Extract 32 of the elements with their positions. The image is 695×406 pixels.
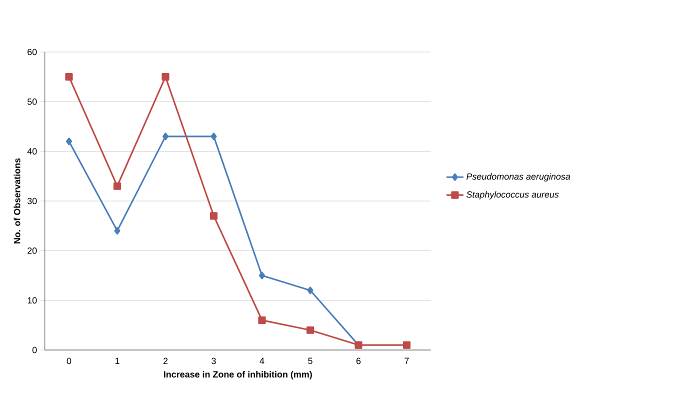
point	[210, 132, 217, 140]
point	[258, 316, 266, 324]
y-tick-label: 30	[27, 198, 37, 204]
point	[162, 73, 170, 81]
x-tick-label: 7	[404, 358, 409, 364]
y-tick-label: 50	[27, 98, 37, 105]
point	[258, 272, 266, 280]
legend-label: Staphylococcus aureus	[466, 191, 559, 200]
point	[210, 212, 218, 220]
y-tick-label: 40	[27, 148, 37, 155]
point	[306, 326, 314, 334]
y-tick-label: 10	[28, 297, 37, 304]
x-tick-label: 0	[66, 358, 72, 364]
point	[162, 132, 169, 140]
point	[65, 73, 73, 81]
point	[66, 138, 72, 146]
point	[113, 182, 122, 190]
point	[402, 341, 411, 349]
point	[114, 227, 120, 235]
y-tick-label: 20	[28, 247, 37, 254]
y-tick-label: 60	[28, 48, 37, 56]
x-axis-title: Increase in Zone of inhibition (mm)	[164, 370, 312, 380]
x-tick-label: 5	[308, 358, 312, 364]
y-tick-label: 0	[32, 346, 37, 354]
x-tick-label: 3	[212, 358, 216, 364]
point	[307, 286, 314, 294]
x-tick-label: 2	[163, 358, 168, 364]
y-axis-title: No. of Observations	[14, 158, 20, 244]
x-tick-label: 1	[115, 358, 120, 364]
x-tick-label: 6	[356, 358, 361, 364]
legend-label: Pseudomonas aeruginosa	[466, 173, 570, 182]
x-tick-label: 4	[260, 358, 264, 364]
